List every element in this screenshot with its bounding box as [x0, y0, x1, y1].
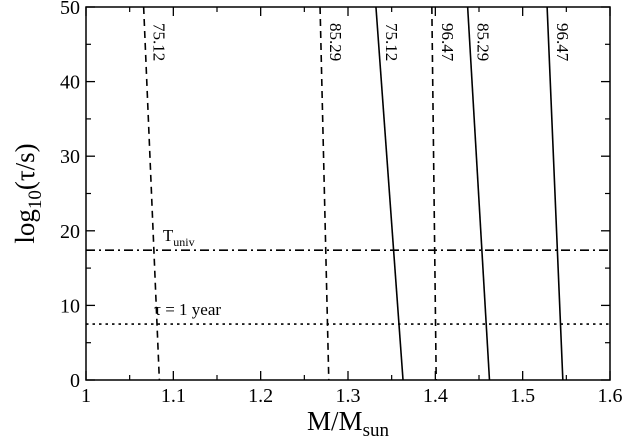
- series-line-solid-75-12: [375, 6, 404, 381]
- y-axis-title: log10(τ/s): [10, 143, 46, 243]
- series-label: 96.47: [553, 23, 572, 62]
- y-tick-label: 0: [70, 370, 80, 392]
- series-label: 85.29: [474, 23, 493, 61]
- y-axis-title-post: (τ/s): [10, 143, 40, 190]
- x-tick-label: 1.1: [161, 385, 186, 407]
- series-line-solid-96-47: [546, 6, 564, 381]
- series-line-dashed-96-47: [431, 6, 438, 381]
- y-axis-title-pre: log: [10, 209, 40, 244]
- x-axis-title: M/Msun: [307, 406, 389, 441]
- reference-line-label: τ = 1 year: [154, 300, 221, 319]
- y-tick-label: 10: [60, 295, 80, 317]
- plot-lines: [142, 6, 564, 381]
- y-axis-title-sub: 10: [25, 190, 46, 209]
- line-labels: 75.12 85.29 96.47 75.12 85.29 96.47: [150, 23, 572, 62]
- reference-lines: Tuniv τ = 1 year: [86, 226, 610, 325]
- reference-line-label: Tuniv: [163, 226, 195, 249]
- y-tick-label: 30: [60, 146, 80, 168]
- series-label: 75.12: [382, 23, 401, 61]
- x-axis-title-main: M/M: [307, 406, 363, 436]
- series-line-dashed-75-12: [142, 6, 161, 381]
- x-tick-label: 1.3: [336, 385, 361, 407]
- y-tick-label: 20: [60, 221, 80, 243]
- plot-frame: [85, 6, 611, 381]
- series-label: 75.12: [150, 23, 169, 61]
- series-line-solid-85-29: [466, 6, 491, 381]
- series-label: 96.47: [438, 23, 457, 62]
- series-line-dashed-85-29: [319, 6, 330, 381]
- x-tick-label: 1.4: [423, 385, 448, 407]
- axis-ticks: 1 1.1 1.2 1.3 1.4 1.5 1.6 0 10 20 30 40 50: [60, 0, 623, 407]
- x-tick-label: 1.2: [248, 385, 273, 407]
- x-tick-label: 1.6: [598, 385, 623, 407]
- y-tick-label: 50: [60, 0, 80, 19]
- series-label: 85.29: [326, 23, 345, 61]
- y-tick-label: 40: [60, 72, 80, 94]
- x-tick-label: 1.5: [510, 385, 535, 407]
- x-tick-label: 1: [81, 385, 91, 407]
- x-axis-title-sub: sun: [363, 420, 390, 441]
